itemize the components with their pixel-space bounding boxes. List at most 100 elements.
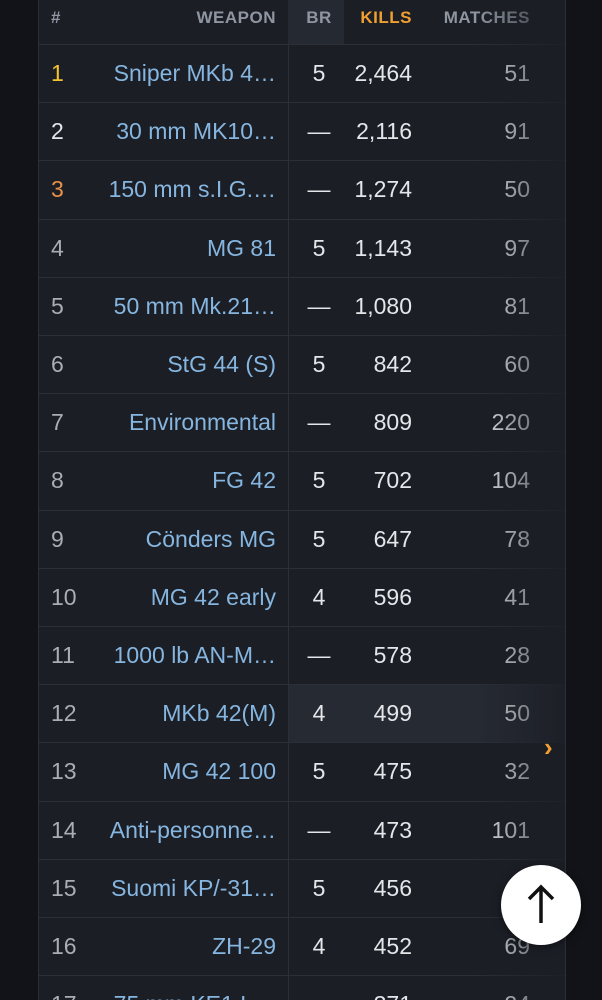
weapon-name[interactable]: Cönders MG bbox=[145, 525, 276, 552]
br: — bbox=[307, 409, 331, 436]
scroll-right[interactable]: › bbox=[544, 732, 553, 762]
weapon-name[interactable]: MKb 42(M) bbox=[162, 700, 276, 727]
matches: 60 bbox=[504, 351, 530, 377]
weapon-header[interactable]: WEAPON bbox=[196, 8, 276, 27]
br: 5 bbox=[312, 234, 326, 261]
weapon-name[interactable]: MG 42 100 bbox=[162, 758, 276, 785]
kills: 578 bbox=[373, 642, 412, 668]
column-divider bbox=[288, 975, 289, 1000]
matches: 41 bbox=[504, 583, 530, 610]
column-divider bbox=[288, 451, 289, 511]
br: 5 bbox=[312, 467, 326, 494]
table-row[interactable] bbox=[39, 160, 565, 219]
matches: 91 bbox=[504, 118, 530, 145]
column-divider bbox=[288, 742, 289, 802]
br: 5 bbox=[312, 758, 326, 785]
matches: 28 bbox=[504, 642, 530, 668]
rank: 12 bbox=[51, 700, 77, 727]
table-row[interactable] bbox=[39, 975, 565, 1000]
weapon-name[interactable]: 50 mm Mk.21… bbox=[113, 292, 276, 319]
kills: 1,080 bbox=[354, 292, 412, 319]
kills: 2,464 bbox=[354, 60, 412, 86]
column-divider bbox=[288, 684, 289, 744]
rank: 6 bbox=[51, 351, 64, 377]
weapon-name[interactable]: 75 mm KE1 L… bbox=[101, 975, 276, 1000]
scroll-top-button[interactable] bbox=[501, 865, 581, 945]
table-row[interactable] bbox=[39, 102, 565, 161]
matches: 50 bbox=[504, 176, 530, 203]
table-row[interactable] bbox=[39, 276, 565, 336]
br: 4 bbox=[312, 933, 326, 959]
matches: 50 bbox=[504, 700, 530, 727]
table-row[interactable] bbox=[39, 917, 565, 976]
weapon-name[interactable]: Environmental bbox=[128, 409, 276, 436]
kills: 702 bbox=[373, 467, 412, 494]
table-row[interactable] bbox=[39, 393, 565, 452]
kills-header[interactable]: KILLS bbox=[360, 8, 412, 27]
rank-header[interactable]: # bbox=[51, 8, 61, 27]
matches: 51 bbox=[504, 60, 530, 86]
br: — bbox=[307, 642, 331, 668]
kills: 475 bbox=[373, 758, 412, 785]
table-row[interactable] bbox=[39, 44, 565, 103]
column-divider bbox=[288, 44, 289, 103]
table-row[interactable] bbox=[39, 858, 565, 918]
column-divider bbox=[288, 626, 289, 685]
rank: 16 bbox=[51, 933, 77, 959]
weapon-name[interactable]: MG 42 early bbox=[150, 583, 276, 610]
table-row[interactable] bbox=[39, 742, 565, 801]
weapon-name[interactable]: 1000 lb AN-M… bbox=[113, 642, 276, 668]
column-divider bbox=[288, 102, 289, 162]
kills: 596 bbox=[373, 583, 412, 610]
weapon-name[interactable]: MG 81 bbox=[206, 234, 276, 261]
weapon-name[interactable]: 150 mm s.I.G.… bbox=[108, 176, 276, 203]
table-row[interactable] bbox=[39, 567, 565, 627]
column-divider bbox=[288, 917, 289, 976]
rank: 13 bbox=[51, 758, 77, 785]
matches: 24 bbox=[419, 975, 530, 1000]
matches: 78 bbox=[504, 525, 530, 552]
column-divider bbox=[288, 800, 289, 860]
matches: 81 bbox=[504, 292, 530, 319]
kills: 842 bbox=[373, 351, 412, 377]
br: — bbox=[307, 292, 331, 319]
matches-header[interactable]: MATCHES bbox=[443, 8, 530, 27]
br: 4 bbox=[312, 583, 326, 610]
rank: 10 bbox=[51, 583, 77, 610]
weapon-name[interactable]: ZH-29 bbox=[212, 933, 276, 959]
br: 5 bbox=[312, 874, 326, 901]
rank: 5 bbox=[51, 292, 64, 319]
kills: 371 bbox=[349, 975, 412, 1000]
table-row[interactable] bbox=[39, 218, 565, 278]
matches: 220 bbox=[491, 409, 530, 436]
table-row[interactable] bbox=[39, 509, 565, 569]
column-divider bbox=[288, 567, 289, 627]
table-row[interactable] bbox=[39, 626, 565, 685]
br: 4 bbox=[312, 700, 326, 727]
rank: 3 bbox=[51, 176, 64, 203]
weapon-name[interactable]: StG 44 (S) bbox=[167, 351, 276, 377]
table-row[interactable] bbox=[39, 335, 565, 394]
rank: 4 bbox=[51, 234, 64, 261]
stats-table: # WEAPON BR KILLS MATCHES 1 Sniper MKb 4… 5 2,46… bbox=[38, 0, 566, 1000]
column-divider bbox=[288, 393, 289, 453]
table-row[interactable] bbox=[39, 451, 565, 510]
rank: 17 bbox=[51, 975, 91, 1000]
rank: 8 bbox=[51, 467, 64, 494]
br: — bbox=[307, 176, 331, 203]
weapon-name[interactable]: Anti-personne… bbox=[109, 816, 276, 843]
matches: 97 bbox=[504, 234, 530, 261]
column-divider bbox=[288, 858, 289, 918]
weapon-name[interactable]: FG 42 bbox=[212, 467, 276, 494]
weapon-name[interactable]: Sniper MKb 4… bbox=[113, 60, 276, 86]
rank: 1 bbox=[51, 60, 64, 86]
matches: 101 bbox=[491, 816, 530, 843]
rank: 15 bbox=[51, 874, 77, 901]
weapon-name[interactable]: 30 mm MK10… bbox=[116, 118, 276, 145]
weapon-name[interactable]: Suomi KP/-31… bbox=[111, 874, 276, 901]
br-header[interactable]: BR bbox=[306, 8, 332, 27]
rank: 11 bbox=[51, 642, 75, 668]
table-row[interactable] bbox=[39, 800, 565, 860]
br: — bbox=[307, 816, 331, 843]
